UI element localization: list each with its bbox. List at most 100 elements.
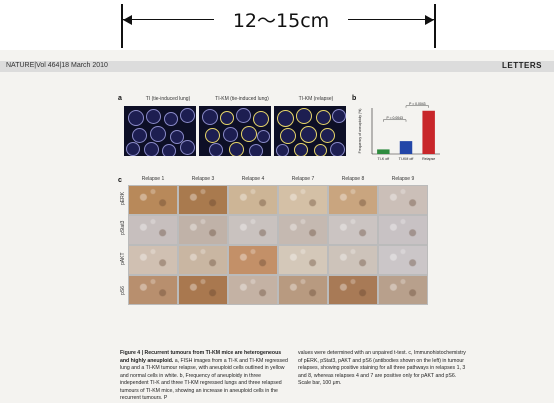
chart-y-label: Frequency of aneuploidy (%) [358, 109, 362, 154]
fish-cell [126, 142, 140, 156]
ihc-cell [228, 215, 278, 245]
ihc-row-label: pERK [120, 191, 126, 205]
fish-label-3: TI-KM (relapse) [298, 96, 334, 102]
ihc-column-header: Relapse 1 [141, 176, 165, 182]
ihc-cell [378, 215, 428, 245]
ruler-annotation: 12～15cm [0, 0, 554, 50]
ihc-cell [378, 275, 428, 305]
fish-cell [132, 128, 147, 143]
fish-cell [205, 128, 220, 143]
ihc-cell [328, 185, 378, 215]
fish-cell [320, 128, 335, 143]
chart-category-label: TI-KM off [399, 157, 414, 161]
page-header-bar [0, 61, 554, 72]
fish-cell [146, 109, 161, 124]
ihc-column-header: Relapse 7 [291, 176, 315, 182]
ihc-cell [128, 275, 178, 305]
fish-cell [202, 109, 218, 125]
panel-a-letter: a [118, 95, 122, 102]
fish-cell [314, 144, 327, 156]
ihc-cell [228, 185, 278, 215]
ihc-cell [128, 185, 178, 215]
ihc-cell [378, 245, 428, 275]
chart-bracket [405, 105, 429, 108]
ihc-row-label: pAKT [120, 252, 126, 265]
ihc-cell [328, 245, 378, 275]
fish-cell [330, 142, 345, 156]
fish-cell [316, 110, 331, 125]
chart-annotation: P = 0.0043 [386, 116, 403, 120]
fish-image-2 [199, 106, 271, 156]
fish-label-2: TI-KM (tie-induced lung) [215, 96, 269, 102]
fish-cell [162, 144, 176, 156]
ihc-cell [128, 245, 178, 275]
ihc-cell [328, 275, 378, 305]
ihc-cell [128, 215, 178, 245]
ihc-column-header: Relapse 8 [341, 176, 365, 182]
ihc-cell [178, 275, 228, 305]
ihc-cell [178, 245, 228, 275]
aneuploidy-bar-chart: Frequency of aneuploidy (%) TI-K off TI-KM… [358, 102, 440, 161]
fish-cell [150, 126, 166, 142]
fish-cell [170, 130, 184, 144]
chart-bracket [383, 119, 407, 122]
panel-b-letter: b [352, 95, 357, 102]
ihc-column-header: Relapse 3 [191, 176, 215, 182]
journal-page: NATURE|Vol 464|18 March 2010 LETTERS a T… [0, 50, 554, 403]
ihc-cell [178, 185, 228, 215]
ihc-cell [278, 185, 328, 215]
ihc-cell [328, 215, 378, 245]
ihc-cell [178, 215, 228, 245]
chart-bar [422, 110, 435, 154]
ihc-cell [278, 275, 328, 305]
ruler-left-arrow-icon [123, 15, 132, 25]
fish-label-1: TI (tie-induced lung) [145, 96, 191, 102]
section-label: LETTERS [502, 61, 542, 70]
chart-bar [399, 141, 413, 154]
ihc-cell [278, 215, 328, 245]
chart-annotation: P = 0.0043 [409, 102, 426, 106]
fish-cell [300, 126, 317, 143]
caption-right: values were determined with an unpaired … [298, 350, 466, 386]
caption-left: Figure 4 | Recurrent tumours from TI-KM … [120, 350, 290, 403]
ruler-label: 12～15cm [214, 6, 348, 33]
fish-cell [253, 111, 269, 127]
fish-cell [332, 109, 346, 123]
fish-cell [249, 144, 263, 156]
caption-heading: Figure 4 | Recurrent tumours from TI-KM … [120, 350, 282, 364]
fish-cell [209, 143, 223, 156]
ihc-cell [228, 245, 278, 275]
fish-cell [294, 143, 308, 156]
fish-cell [180, 140, 195, 155]
fish-cell [220, 111, 234, 125]
fish-cell [277, 110, 294, 127]
ruler-right-arrow-icon [425, 15, 434, 25]
fish-cell [236, 108, 251, 123]
ihc-cell [278, 245, 328, 275]
fish-cell [164, 112, 178, 126]
fish-cell [257, 130, 270, 143]
ruler-right-tick [434, 4, 436, 48]
ihc-cell [378, 185, 428, 215]
fish-cell [223, 127, 238, 142]
chart-category-label: Relapse [422, 157, 435, 161]
fish-cell [180, 108, 195, 123]
ihc-column-header: Relapse 4 [241, 176, 265, 182]
fish-cell [296, 108, 312, 124]
journal-reference: NATURE|Vol 464|18 March 2010 [6, 62, 108, 69]
ihc-cell [228, 275, 278, 305]
ihc-column-header: Relapse 9 [391, 176, 415, 182]
chart-bar [377, 149, 390, 154]
ihc-row-label: pStat3 [120, 220, 126, 235]
fish-cell [241, 126, 257, 142]
fish-image-3 [274, 106, 346, 156]
fish-cell [280, 128, 296, 144]
chart-category-label: TI-K off [377, 157, 389, 161]
fish-image-1 [124, 106, 196, 156]
fish-cell [144, 142, 159, 156]
caption-left-body: a, FISH images from a TI-K and TI-KM reg… [120, 357, 288, 402]
panel-c-letter: c [118, 177, 122, 184]
fish-cell [229, 142, 244, 156]
fish-cell [276, 144, 289, 156]
fish-cell [128, 110, 144, 126]
